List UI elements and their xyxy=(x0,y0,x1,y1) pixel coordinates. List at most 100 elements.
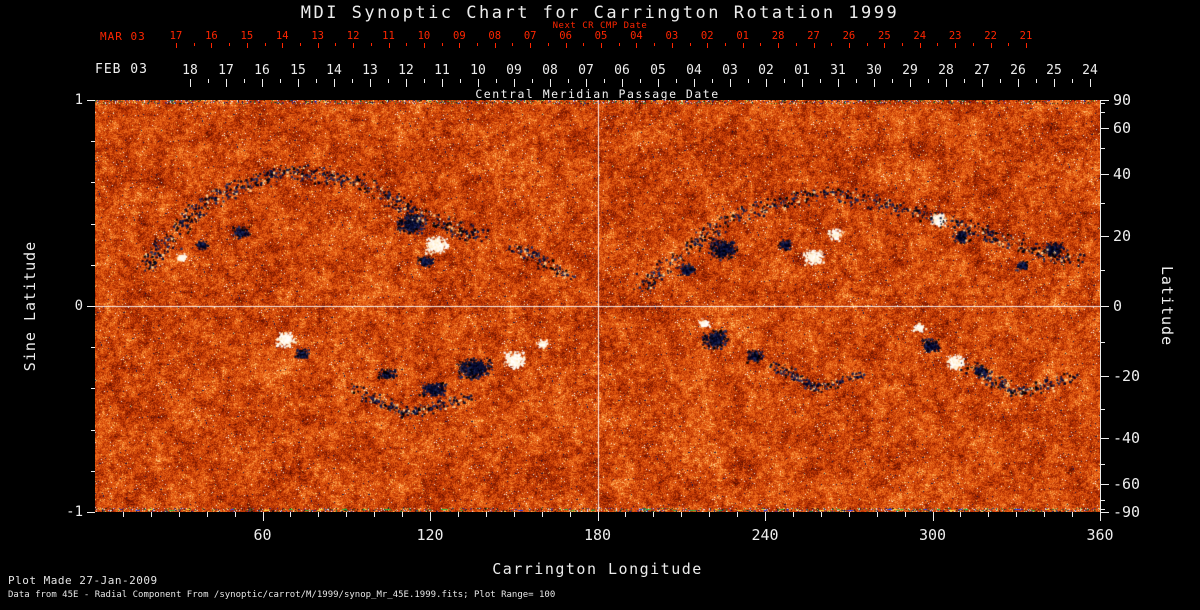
tick-mark xyxy=(766,79,767,87)
tick-mark xyxy=(760,43,762,46)
tick-mark xyxy=(532,79,533,83)
tick-mark xyxy=(1026,43,1027,48)
tick-mark xyxy=(618,43,620,46)
tick-mark xyxy=(388,43,390,48)
date-tick-label: 06 xyxy=(614,63,630,78)
tick-mark xyxy=(1100,203,1105,204)
date-tick-label: 04 xyxy=(630,30,643,42)
tick-mark xyxy=(1008,43,1010,46)
tick-mark xyxy=(176,43,177,48)
tick-mark xyxy=(1100,173,1109,175)
tick-mark xyxy=(597,512,599,521)
date-tick-label: 22 xyxy=(984,30,997,42)
tick-mark xyxy=(424,79,425,83)
date-tick-label: 28 xyxy=(938,63,954,78)
tick-mark xyxy=(87,306,95,307)
tick-mark xyxy=(604,79,605,83)
tick-mark xyxy=(848,512,850,517)
date-tick-label: 16 xyxy=(205,30,218,42)
tick-mark xyxy=(866,43,868,46)
tick-mark xyxy=(904,512,906,517)
date-tick-label: 03 xyxy=(665,30,679,42)
date-tick-label: 09 xyxy=(453,30,466,42)
date-tick-label: 12 xyxy=(346,30,360,42)
tick-mark xyxy=(640,79,641,83)
right-axis-tick-label: 90 xyxy=(1113,91,1132,109)
bottom-axis-tick-label: 60 xyxy=(253,526,272,544)
right-axis-tick-label: 60 xyxy=(1113,118,1132,137)
tick-mark xyxy=(550,79,551,87)
tick-mark xyxy=(211,43,213,48)
tick-mark xyxy=(441,43,443,46)
tick-mark xyxy=(653,512,655,517)
date-tick-label: 15 xyxy=(290,63,306,78)
tick-mark xyxy=(583,43,585,46)
tick-mark xyxy=(892,79,893,83)
tick-mark xyxy=(569,512,571,517)
tick-mark xyxy=(1100,100,1109,101)
tick-mark xyxy=(694,79,695,87)
tick-mark xyxy=(318,512,320,517)
tick-mark xyxy=(568,79,569,83)
tick-mark xyxy=(1100,484,1109,486)
right-axis-tick-label: -60 xyxy=(1113,475,1141,494)
tick-mark xyxy=(625,512,627,517)
tick-mark xyxy=(530,43,532,48)
tick-mark xyxy=(290,512,292,517)
tick-mark xyxy=(514,79,515,87)
tick-mark xyxy=(388,79,389,83)
bottom-axis-tick-label: 300 xyxy=(918,526,947,544)
right-axis-tick-label: -90 xyxy=(1113,503,1141,521)
date-tick-label: 28 xyxy=(771,30,785,42)
tick-mark xyxy=(964,79,965,83)
tick-mark xyxy=(681,512,683,517)
tick-mark xyxy=(988,512,990,517)
next-cr-axis-label: Next CR CMP Date xyxy=(552,21,648,31)
date-tick-label: 25 xyxy=(878,30,891,42)
date-tick-label: 08 xyxy=(488,30,502,42)
left-axis-tick-label: 0 xyxy=(74,298,83,314)
tick-mark xyxy=(820,79,821,83)
tick-mark xyxy=(87,512,95,513)
date-tick-label: 09 xyxy=(506,63,522,78)
right-axis-tick-label: 20 xyxy=(1113,226,1132,245)
tick-mark xyxy=(87,100,95,101)
date-tick-label: 30 xyxy=(866,63,882,78)
tick-mark xyxy=(1100,103,1105,105)
tick-mark xyxy=(494,43,496,48)
date-tick-label: 11 xyxy=(434,63,450,78)
tick-mark xyxy=(848,43,850,48)
tick-mark xyxy=(928,79,929,83)
tick-mark xyxy=(1100,235,1109,237)
tick-mark xyxy=(1100,512,1109,513)
date-tick-label: 12 xyxy=(398,63,414,78)
tick-mark xyxy=(955,43,957,48)
tick-mark xyxy=(262,512,264,521)
tick-mark xyxy=(1100,512,1101,521)
tick-mark xyxy=(990,43,992,48)
date-tick-label: 03 xyxy=(722,63,738,78)
tick-mark xyxy=(423,43,425,48)
bottom-axis-tick-label: 360 xyxy=(1086,526,1114,544)
right-axis-line xyxy=(1100,100,1101,512)
tick-mark xyxy=(1100,499,1105,501)
date-tick-label: 11 xyxy=(382,30,395,42)
tick-mark xyxy=(778,43,780,48)
tick-mark xyxy=(1090,79,1091,87)
bottom-axis-tick-label: 120 xyxy=(416,526,444,544)
date-tick-label: 27 xyxy=(974,63,990,78)
tick-mark xyxy=(1100,376,1109,378)
tick-mark xyxy=(478,79,479,87)
tick-mark xyxy=(795,43,797,46)
tick-mark xyxy=(671,43,673,48)
tick-mark xyxy=(280,79,281,83)
date-tick-label: 10 xyxy=(470,63,486,78)
date-tick-label: 18 xyxy=(182,63,198,78)
date-tick-label: 29 xyxy=(902,63,918,78)
tick-mark xyxy=(937,43,939,46)
tick-mark xyxy=(317,43,319,48)
date-tick-label: 17 xyxy=(169,30,183,42)
tick-mark xyxy=(193,43,195,46)
tick-mark xyxy=(370,79,371,87)
